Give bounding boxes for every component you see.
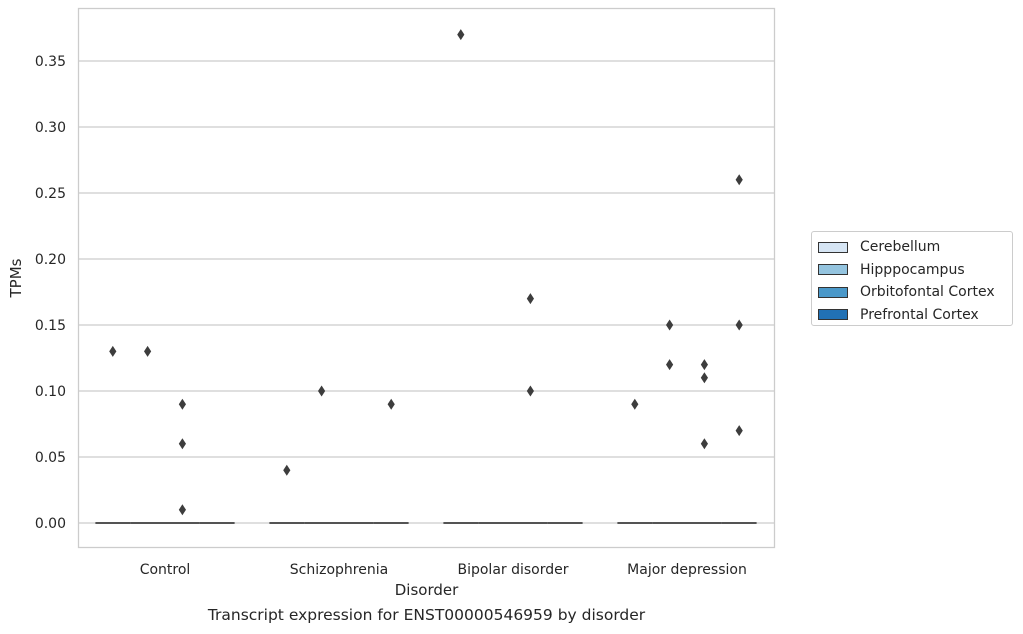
- legend: Cerebellum Hipppocampus Orbitofontal Corte…: [811, 231, 1013, 326]
- outlier-point: [318, 385, 326, 397]
- x-tick-labels: Control Schizophrenia Bipolar disorder Majo…: [140, 562, 747, 578]
- outlier-point: [631, 398, 639, 410]
- legend-swatch: [818, 241, 848, 253]
- outlier-point: [735, 174, 743, 186]
- outlier-point: [526, 385, 534, 397]
- legend-swatch: [818, 309, 848, 321]
- legend-label: Cerebellum: [860, 239, 941, 256]
- outlier-point: [666, 319, 674, 331]
- chart-marks: [95, 29, 757, 524]
- x-tick-label: Major depression: [627, 562, 747, 578]
- legend-swatch: [818, 286, 848, 298]
- legend-label: Hipppocampus: [860, 261, 965, 278]
- outlier-point: [144, 345, 152, 357]
- legend-item: Orbitofontal Cortex: [818, 281, 1006, 304]
- y-tick-labels: 0.00 0.05 0.10 0.15 0.20 0.25 0.30 0.35: [35, 54, 66, 532]
- legend-item: Cerebellum: [818, 236, 1006, 259]
- x-tick-label: Control: [140, 562, 191, 578]
- legend-item: Hipppocampus: [818, 259, 1006, 282]
- plot-frame: [77, 7, 776, 549]
- outlier-point: [178, 438, 186, 450]
- legend-item: Prefrontal Cortex: [818, 304, 1006, 327]
- outlier-point: [109, 345, 117, 357]
- outlier-point: [700, 372, 708, 384]
- y-tick-label: 0.35: [35, 54, 66, 70]
- outlier-point: [178, 398, 186, 410]
- y-tick-label: 0.20: [35, 252, 66, 268]
- chart-caption: Transcript expression for ENST0000054695…: [207, 606, 646, 624]
- outlier-point: [735, 319, 743, 331]
- outlier-point: [666, 359, 674, 371]
- y-tick-label: 0.30: [35, 120, 66, 136]
- outlier-point: [526, 293, 534, 305]
- legend-label: Orbitofontal Cortex: [860, 284, 995, 301]
- y-gridlines: [78, 60, 774, 524]
- y-tick-label: 0.00: [35, 516, 66, 532]
- outlier-point: [457, 29, 465, 41]
- y-tick-label: 0.25: [35, 186, 66, 202]
- y-tick-label: 0.10: [35, 384, 66, 400]
- x-tick-label: Bipolar disorder: [457, 562, 568, 578]
- x-tick-label: Schizophrenia: [290, 562, 388, 578]
- x-axis-label: Disorder: [395, 581, 459, 599]
- legend-swatch: [818, 264, 848, 276]
- y-tick-label: 0.05: [35, 450, 66, 466]
- outlier-point: [283, 464, 291, 476]
- outlier-point: [735, 425, 743, 437]
- y-tick-label: 0.15: [35, 318, 66, 334]
- outlier-point: [700, 438, 708, 450]
- outlier-point: [178, 504, 186, 516]
- legend-label: Prefrontal Cortex: [860, 306, 979, 323]
- y-axis-label: TPMs: [7, 258, 25, 298]
- outlier-point: [387, 398, 395, 410]
- outlier-point: [700, 359, 708, 371]
